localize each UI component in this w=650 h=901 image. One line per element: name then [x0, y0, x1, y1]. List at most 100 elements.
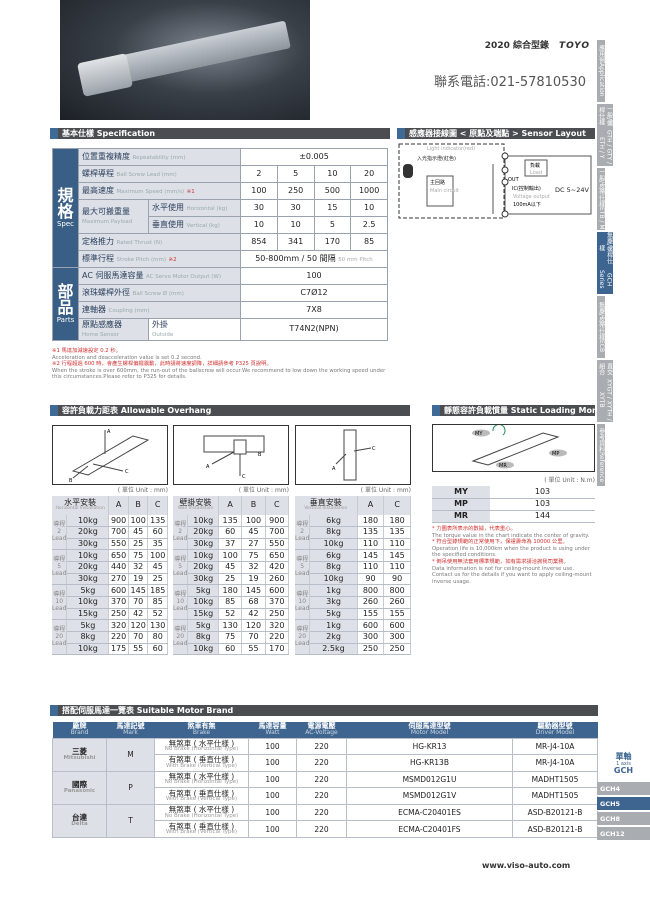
- svg-text:MR: MR: [499, 463, 507, 469]
- table-row: MP 103: [432, 498, 595, 511]
- table-row: 20kg 45 32 420: [173, 561, 290, 574]
- overhang-table: 水平安裝 Horizontal Installation A B C 導程 2 Lead 10k…: [52, 496, 168, 656]
- table-row: 20kg 60 45 700: [173, 526, 290, 539]
- table-row: 導程 10 Lead 5kg 600 145 185: [52, 584, 168, 621]
- sidebar-tab[interactable]: 一般/皮帶仕樣 ETB / M: [597, 168, 605, 232]
- static-moment-section-title: 靜態容許負載慣量 Static Loading Moment: [432, 405, 595, 416]
- table-row: 30kg 550 25 35: [52, 538, 168, 551]
- sidebar-tab[interactable]: 一般/螺桿仕樣 GTH / GTY / ETH / Y: [597, 104, 613, 168]
- tab-label: 一般/皮帶仕樣: [597, 168, 605, 207]
- side-nav: 應用例 Application 一般/螺桿仕樣 GTH / GTY / ETH / Y…: [597, 40, 650, 488]
- spec-section-title: 基本仕樣 Specification: [50, 128, 390, 139]
- svg-text:B: B: [258, 452, 262, 458]
- table-row: 有煞車 ( 垂直仕樣 ) With Brake (Vertical Type) 10…: [53, 754, 598, 772]
- overhang-section-title: 容許負載力距表 Allowable Overhang: [50, 405, 410, 416]
- tab-sublabel: ETB / M: [597, 206, 605, 230]
- table-row: 30kg 37 27 550: [173, 538, 290, 551]
- table-row: 15kg 250 42 52: [52, 608, 168, 621]
- table-row: 10kg 370 70 85: [52, 596, 168, 609]
- light-indicator-label: Light indicator(red): [427, 146, 475, 152]
- table-row: 導程 20 Lead 5kg 320 120 130: [52, 619, 168, 656]
- table-row: 3kg 260 260: [295, 596, 411, 609]
- spec-group-label: 規格 Spec: [52, 148, 79, 268]
- sidebar-tab[interactable]: 參考資料 Reference: [597, 424, 605, 488]
- table-row: 導程 20 Lead 5kg 130 120 320: [173, 619, 290, 656]
- table-row: 10kg 110 110: [295, 538, 411, 551]
- sidebar-tab[interactable]: 無塵/皮帶仕樣 ECB: [597, 296, 605, 360]
- moment-diagram: MY MP MR: [432, 424, 595, 472]
- wall-install-diagram: A C B: [173, 425, 289, 485]
- svg-text:Load: Load: [530, 170, 542, 176]
- table-row: 導程 5 Lead 10kg 650 75 100: [52, 549, 168, 586]
- table-row: 10kg 90 90: [295, 573, 411, 586]
- toyo-logo: TOYO: [559, 41, 590, 51]
- sidebar-tab[interactable]: 應用例 Application: [597, 40, 605, 104]
- year: 2020: [484, 41, 510, 51]
- motor-table: 廠牌 Brand 馬達記號 Mark 煞車有無 Brake 馬達容量 Watt 電源電壓 AC-V…: [52, 722, 598, 839]
- table-row: 30kg 270 19 25: [52, 573, 168, 586]
- phone-number: 聯系電話:021-57810530: [433, 75, 586, 90]
- tab-label: 無塵/皮帶仕樣: [597, 301, 605, 340]
- tab-sublabel: Application: [597, 63, 605, 97]
- overhang-unit: ( 單位 Unit : mm): [238, 487, 289, 494]
- table-row: 導程 2 Lead 10kg 135 100 900: [173, 515, 290, 551]
- tab-sublabel: XYGT / XYTH / XYTB: [597, 379, 613, 421]
- model-tab[interactable]: GCH5: [597, 797, 650, 811]
- table-row: 8kg 110 110: [295, 561, 411, 574]
- table-row: 15kg 52 42 250: [173, 608, 290, 621]
- table-row: 30kg 25 19 260: [173, 573, 290, 586]
- moment-table: MY 103 MP 103 MR 144: [432, 486, 595, 523]
- dc-voltage-label: DC 5~24V: [555, 186, 589, 194]
- table-row: 20kg 700 45 60: [52, 526, 168, 539]
- tab-sublabel: ECB: [597, 339, 605, 353]
- tab-label: 無塵/螺桿仕樣: [597, 232, 613, 265]
- tab-label: 直交組合: [597, 362, 613, 375]
- svg-text:Voltage output: Voltage output: [513, 194, 550, 200]
- svg-text:MP: MP: [552, 451, 559, 457]
- horizontal-install-diagram: A C B: [52, 425, 168, 485]
- tab-sublabel: GCH Series: [597, 270, 613, 289]
- table-row: 20kg 440 32 45: [52, 561, 168, 574]
- model-tab[interactable]: GCH4: [597, 782, 650, 796]
- model-tab[interactable]: GCH8: [597, 812, 650, 826]
- table-row: 導程 2 Lead 6kg 180 180: [295, 515, 411, 551]
- table-row: 導程 10 Lead 1kg 800 800: [295, 584, 411, 621]
- spec-notes: ※1 馬達加減速設定 0.2 秒。 Acceleration and deacce…: [52, 348, 386, 381]
- svg-text:IC(控制輸出): IC(控制輸出): [512, 185, 541, 192]
- catalog-title: 綜合型錄: [513, 41, 550, 51]
- table-row: 三菱 Mitsubishi M 無煞車 ( 水平仕樣 ) No Brake (Horiz…: [52, 737, 598, 772]
- lamp-label: 入光指示燈(紅色): [417, 155, 456, 162]
- table-row: 導程 20 Lead 1kg 600 600: [295, 619, 411, 656]
- tab-label: 應用例: [597, 45, 605, 64]
- motor-section-title: 搭配伺服馬達一覽表 Suitable Motor Brand: [50, 705, 598, 716]
- tab-label: 一般/螺桿仕樣: [597, 106, 613, 127]
- table-row: 2kg 300 300: [295, 631, 411, 644]
- table-row: 10kg 85 68 370: [173, 596, 290, 609]
- sensor-section-title: 感應器接線圖 < 原點及端點 > Sensor Layout: [397, 128, 595, 139]
- svg-text:MY: MY: [475, 431, 483, 437]
- table-row: 導程 5 Lead 6kg 145 145: [295, 549, 411, 586]
- overhang-table: 壁掛安裝 Wall Installation A B C 導程 2 Lead 10kg 135 10…: [173, 496, 290, 656]
- table-row: 5kg 155 155: [295, 608, 411, 621]
- table-row: 導程 10 Lead 5kg 180 145 600: [173, 584, 290, 621]
- table-row: 10kg 60 55 170: [173, 643, 290, 656]
- parts-group-label: 部品 Parts: [52, 267, 79, 341]
- tab-label: 參考資料: [597, 427, 605, 452]
- sidebar-tab[interactable]: 無塵/螺桿仕樣 GCH Series: [597, 232, 613, 296]
- catalog-header: 2020 綜合型錄 TOYO: [485, 38, 590, 51]
- svg-text:C: C: [242, 474, 246, 480]
- footer-url[interactable]: www.viso-auto.com: [482, 861, 571, 870]
- moment-unit: ( 單位 Unit : N.m): [544, 477, 595, 484]
- svg-text:A: A: [107, 429, 111, 435]
- table-row: 國際 Panasonic P 無煞車 ( 水平仕樣 ) No Brake (Horizo…: [52, 770, 598, 805]
- sensor-wiring-diagram: Light indicator(red) 入光指示燈(紅色) 主回路 Main …: [398, 143, 592, 219]
- svg-text:OUT: OUT: [508, 177, 520, 183]
- svg-text:A: A: [206, 464, 210, 470]
- model-tab[interactable]: GCH12: [597, 827, 650, 841]
- table-row: 導程 5 Lead 10kg 100 75 650: [173, 549, 290, 586]
- svg-text:主回路: 主回路: [430, 179, 445, 186]
- svg-text:C: C: [372, 446, 376, 452]
- sidebar-tab[interactable]: 直交組合 XYGT / XYTH / XYTB: [597, 360, 613, 424]
- table-row: 有煞車 ( 垂直仕樣 ) With Brake (Vertical Type) 10…: [53, 820, 598, 839]
